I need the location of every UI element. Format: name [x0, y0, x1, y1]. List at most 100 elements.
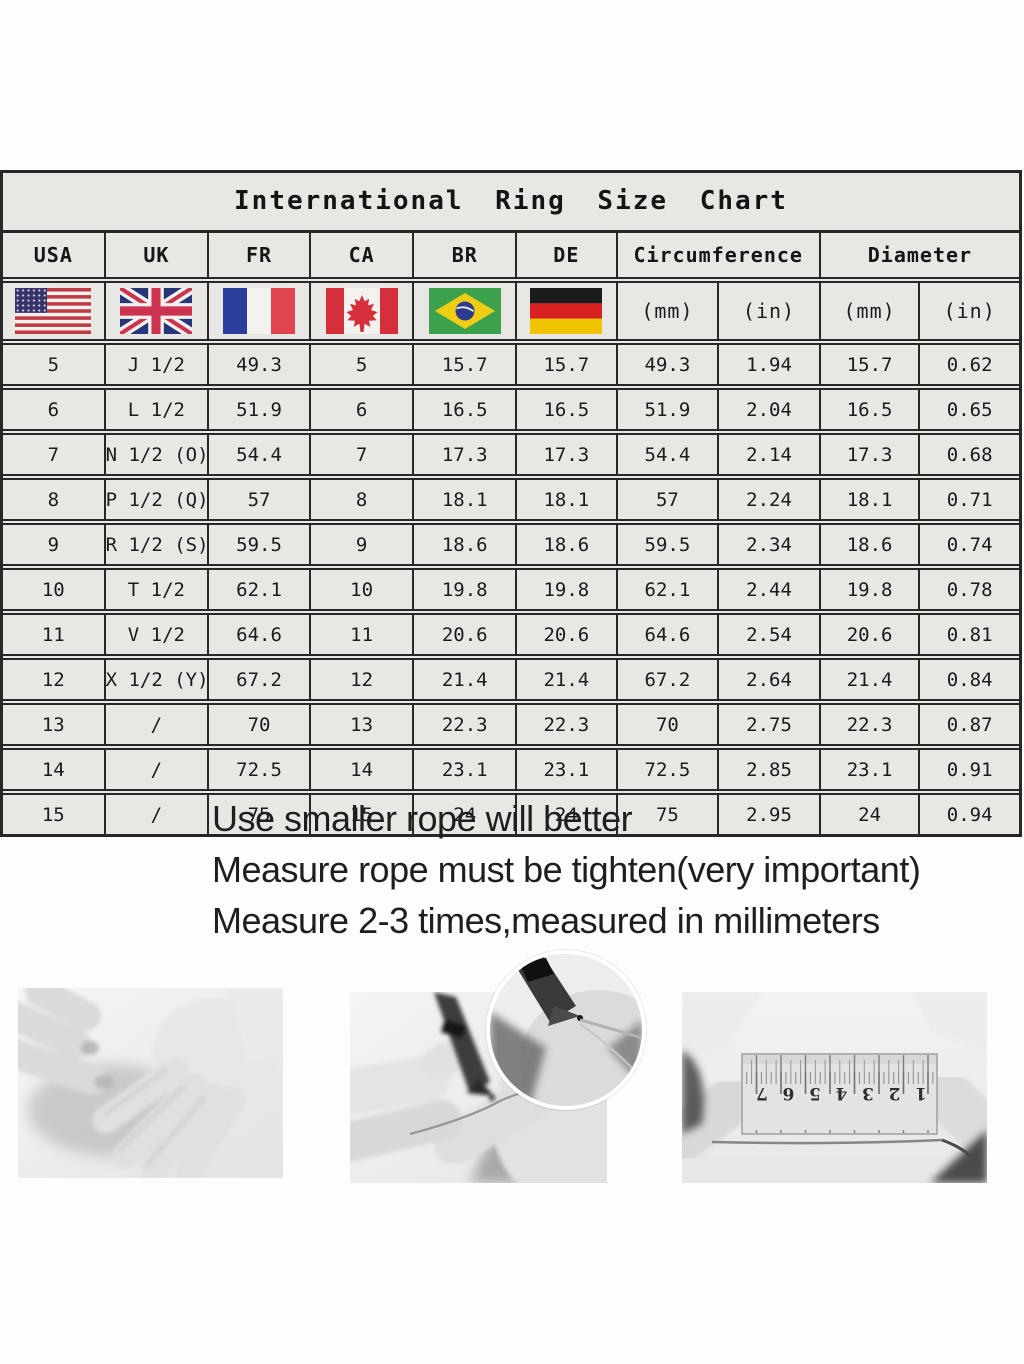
size-cell: 19.8 [412, 564, 518, 615]
size-cell: 23.1 [818, 744, 921, 795]
size-cell: 10 [3, 564, 106, 615]
size-cell: 2.85 [717, 744, 821, 795]
fr-flag-icon [223, 288, 296, 334]
size-cell: 0.91 [918, 744, 1019, 795]
closeup-pen-mark-illustration [490, 954, 642, 1106]
size-cell: 8 [3, 474, 106, 525]
size-cell: 0.62 [918, 339, 1019, 390]
size-cell: 20.6 [818, 609, 921, 660]
chart-title: International Ring Size Chart [3, 173, 1019, 233]
size-cell: 22.3 [412, 699, 518, 750]
size-cell: 15 [308, 789, 415, 834]
circumference-mm-unit: (mm) [615, 277, 720, 345]
size-cell: 18.1 [818, 474, 921, 525]
size-cell: 49.3 [207, 339, 311, 390]
size-cell: 64.6 [615, 609, 720, 660]
size-cell: N 1/2 (O) [103, 429, 210, 480]
size-cell: 7 [308, 429, 415, 480]
column-header-br: BR [412, 233, 518, 283]
size-table-row: 13/70 13 22.3 22.3 70 2.75 22.3 0.87 [3, 699, 1019, 750]
size-table-row: 15/75 15 24 24 75 2.95 24 0.94 [3, 789, 1019, 834]
ruler-number: 4 [835, 1083, 847, 1103]
size-cell: 21.4 [515, 654, 618, 705]
size-cell: 0.87 [918, 699, 1019, 750]
size-cell: 64.6 [207, 609, 311, 660]
column-header-circumference: Circumference [615, 233, 821, 283]
size-cell: 67.2 [615, 654, 720, 705]
ruler-number: 6 [783, 1083, 795, 1103]
size-cell: 51.9 [615, 384, 720, 435]
ruler-number: 7 [756, 1083, 768, 1103]
size-cell: 57 [207, 474, 311, 525]
ca-flag-icon [325, 288, 398, 334]
size-cell: 2.54 [717, 609, 821, 660]
ruler-number: 2 [889, 1083, 901, 1103]
size-cell: 16.5 [515, 384, 618, 435]
size-cell: 22.3 [515, 699, 618, 750]
size-cell: 9 [3, 519, 106, 570]
column-header-fr: FR [207, 233, 311, 283]
size-cell: 11 [3, 609, 106, 660]
size-cell: 18.1 [412, 474, 518, 525]
size-cell: / [103, 789, 210, 834]
size-cell: 8 [308, 474, 415, 525]
size-cell: 16.5 [412, 384, 518, 435]
size-cell: 23.1 [515, 744, 618, 795]
size-cell: 21.4 [412, 654, 518, 705]
diameter-mm-unit: (mm) [818, 277, 921, 345]
column-header-diameter: Diameter [818, 233, 1019, 283]
size-cell: / [103, 699, 210, 750]
fr-flag-cell [207, 277, 311, 345]
column-header-usa: USA [3, 233, 106, 283]
size-cell: / [103, 744, 210, 795]
usa-flag-cell [3, 277, 106, 345]
size-cell: 20.6 [515, 609, 618, 660]
size-cell: 57 [615, 474, 720, 525]
circumference-in-unit: (in) [717, 277, 821, 345]
country-header-row: USA UK FR CA BR DE Circumference Diamete… [3, 233, 1019, 283]
size-cell: 54.4 [207, 429, 311, 480]
size-cell: 16.5 [818, 384, 921, 435]
closeup-inset-circle [486, 950, 646, 1110]
size-cell: 62.1 [207, 564, 311, 615]
size-cell: 5 [308, 339, 415, 390]
size-cell: 18.6 [515, 519, 618, 570]
size-cell: 59.5 [615, 519, 720, 570]
size-cell: 2.04 [717, 384, 821, 435]
column-header-uk: UK [103, 233, 210, 283]
size-cell: 15.7 [818, 339, 921, 390]
note-line-2: Measure rope must be tighten(very import… [212, 849, 921, 890]
size-cell: V 1/2 [103, 609, 210, 660]
ca-flag-cell [308, 277, 415, 345]
size-cell: 75 [207, 789, 311, 834]
size-cell: 15 [3, 789, 106, 834]
uk-flag-icon [120, 288, 193, 334]
ruler-number: 3 [862, 1083, 874, 1103]
uk-flag-cell [103, 277, 210, 345]
size-cell: 19.8 [818, 564, 921, 615]
us-flag-icon [15, 288, 92, 334]
size-cell: 24 [515, 789, 618, 834]
column-header-de: DE [515, 233, 618, 283]
ruler-number: 5 [809, 1083, 821, 1103]
column-header-ca: CA [308, 233, 415, 283]
size-cell: 70 [207, 699, 311, 750]
size-cell: 0.84 [918, 654, 1019, 705]
size-cell: 24 [412, 789, 518, 834]
size-cell: 72.5 [207, 744, 311, 795]
size-cell: 9 [308, 519, 415, 570]
size-cell: 54.4 [615, 429, 720, 480]
size-table-row: 11 V 1/2 64.6 11 20.6 20.6 64.6 2.54 20.6 0.81 [3, 609, 1019, 660]
size-cell: J 1/2 [103, 339, 210, 390]
size-cell: 0.74 [918, 519, 1019, 570]
size-cell: 0.68 [918, 429, 1019, 480]
size-cell: 21.4 [818, 654, 921, 705]
